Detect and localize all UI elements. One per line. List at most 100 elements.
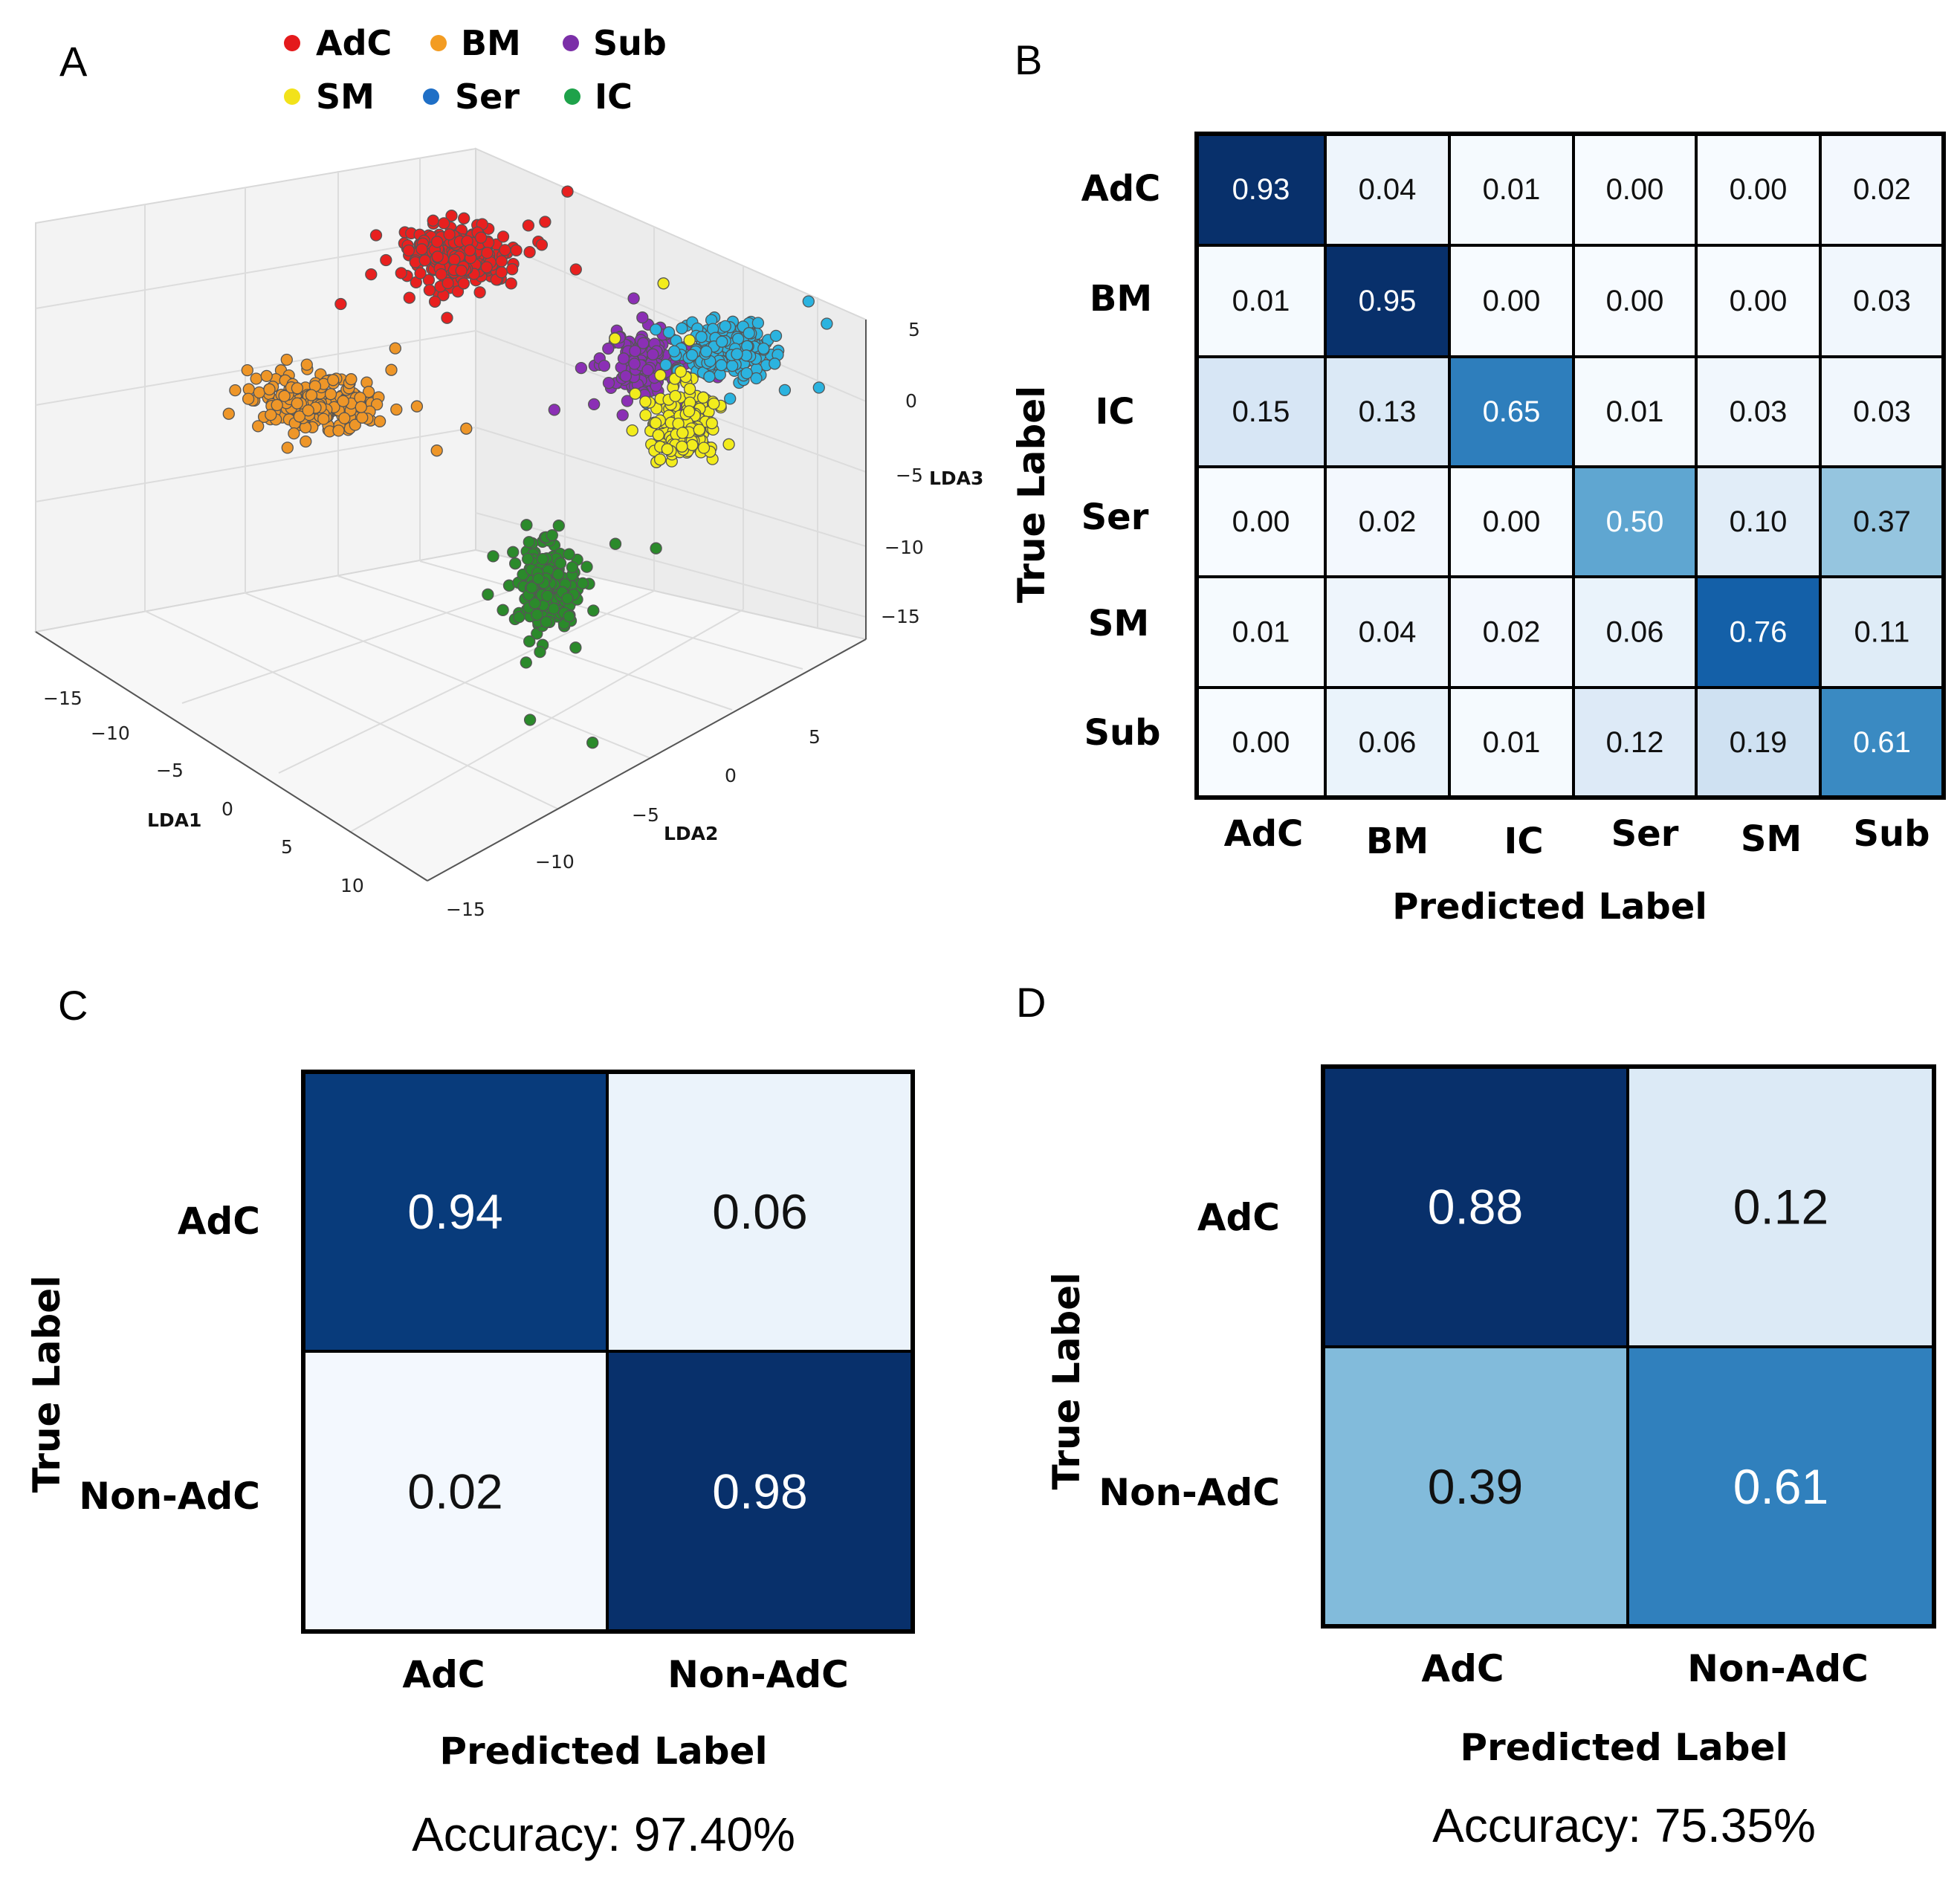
- cell-value: 0.00: [1606, 285, 1664, 317]
- heatmap-cell: [1819, 355, 1945, 468]
- scatter-point: [757, 342, 770, 355]
- legend-label-bm: BM: [461, 23, 521, 63]
- scatter-point: [242, 392, 255, 405]
- scatter-point: [362, 386, 375, 398]
- scatter-point: [650, 323, 662, 336]
- scatter-point: [402, 244, 415, 257]
- scatter-point: [602, 377, 615, 389]
- scatter-point: [639, 409, 652, 421]
- scatter-point: [365, 268, 378, 281]
- scatter-point: [703, 370, 716, 383]
- scatter-point: [288, 427, 300, 440]
- lda1-tick: 5: [281, 836, 293, 858]
- scatter-point: [291, 382, 304, 395]
- lda3-tick: −10: [884, 537, 924, 558]
- scatter-point: [563, 548, 575, 560]
- legend-label-ser: Ser: [455, 77, 520, 117]
- cell-value: 0.10: [1730, 505, 1788, 538]
- lda2-tick: 0: [725, 765, 737, 786]
- scatter-point: [300, 358, 313, 371]
- heatmap-cell: [1626, 1345, 1935, 1628]
- cell-value: 0.02: [1483, 616, 1541, 649]
- cell-value: 0.06: [1606, 616, 1664, 649]
- scatter-point: [458, 212, 470, 224]
- scatter-point: [598, 359, 611, 372]
- scatter-point: [395, 267, 407, 279]
- legend-label-adc: AdC: [316, 23, 392, 63]
- heatmap-cell: [1572, 575, 1698, 689]
- scatter-point: [403, 291, 415, 304]
- scatter-point: [586, 737, 599, 749]
- scatter-point: [769, 329, 783, 343]
- scatter-point: [327, 374, 340, 387]
- scatter-point: [609, 332, 621, 345]
- cell-value: 0.50: [1606, 505, 1664, 538]
- scatter-point: [263, 383, 276, 396]
- accuracy-d: Accuracy: 75.35%: [1432, 1799, 1816, 1852]
- cell-value: 0.04: [1359, 173, 1417, 206]
- scatter-point: [676, 322, 688, 334]
- panel-label-b: B: [1015, 36, 1042, 83]
- scatter-point: [575, 361, 588, 375]
- scatter-point: [523, 635, 536, 648]
- scatter-point: [587, 604, 600, 617]
- lda1-axis-label: LDA1: [147, 809, 201, 831]
- scatter-point: [683, 334, 696, 347]
- cell-value: 0.11: [1854, 616, 1910, 649]
- scatter-point: [438, 217, 450, 230]
- row-label: SM: [1088, 603, 1149, 644]
- cell-value: 0.65: [1483, 395, 1541, 428]
- scatter-point: [510, 244, 523, 256]
- col-label: AdC: [1421, 1647, 1504, 1690]
- lda1-tick: 10: [340, 875, 364, 896]
- lda2-axis-label: LDA2: [664, 823, 718, 844]
- cluster-ic: [482, 519, 662, 749]
- cell-value: 0.00: [1730, 285, 1788, 317]
- scatter-point: [345, 373, 358, 386]
- scatter-point: [443, 228, 456, 241]
- scatter-point: [561, 592, 574, 605]
- scatter-point: [427, 214, 439, 227]
- cell-value: 0.19: [1730, 726, 1788, 759]
- heatmap-cell: [1195, 575, 1327, 689]
- scatter-point: [652, 429, 664, 442]
- scatter-point: [520, 656, 532, 669]
- row-labels-b: AdC BM IC Ser SM Sub: [1081, 168, 1161, 754]
- lda3-tick: −5: [896, 465, 923, 486]
- cell-value: 0.06: [1359, 726, 1417, 759]
- scatter-point: [697, 442, 711, 454]
- scatter-point: [588, 398, 601, 411]
- scatter-point: [617, 352, 630, 365]
- scatter-point: [719, 320, 731, 333]
- cell-value: 0.61: [1733, 1459, 1828, 1514]
- cell-value: 0.37: [1853, 505, 1911, 538]
- scatter-point: [548, 404, 560, 416]
- x-axis-title-c: Predicted Label: [439, 1730, 767, 1773]
- cell-value: 0.02: [1359, 505, 1417, 538]
- scatter-point: [628, 358, 641, 370]
- scatter-point: [667, 345, 681, 358]
- cell-value: 0.01: [1606, 395, 1664, 428]
- scatter-point: [497, 604, 509, 616]
- scatter-point: [535, 239, 549, 251]
- scatter-point: [649, 416, 662, 430]
- legend-marker-adc: [284, 35, 300, 51]
- cell-value: 0.06: [712, 1184, 807, 1239]
- cell-value: 0.00: [1606, 173, 1664, 206]
- scatter-point: [541, 589, 554, 602]
- axis-lda1: [35, 631, 428, 882]
- scatter-point: [265, 408, 277, 421]
- x-axis-title-d: Predicted Label: [1460, 1726, 1788, 1769]
- lda3-tick: −15: [881, 606, 920, 627]
- scatter-point: [602, 342, 615, 355]
- scatter-point: [305, 389, 318, 401]
- scatter-point: [552, 568, 565, 580]
- row-label: Non-AdC: [1099, 1471, 1280, 1514]
- confusion-matrix-d: 0.88 0.12 0.39 0.61 AdC Non-AdC AdC Non-AdC…: [1045, 1064, 1936, 1852]
- scatter-point: [662, 326, 676, 339]
- legend-marker-ic: [564, 88, 580, 105]
- cell-value: 0.04: [1359, 616, 1417, 649]
- scatter-point: [415, 243, 428, 256]
- scatter-point: [385, 363, 398, 376]
- scatter-point: [528, 597, 541, 609]
